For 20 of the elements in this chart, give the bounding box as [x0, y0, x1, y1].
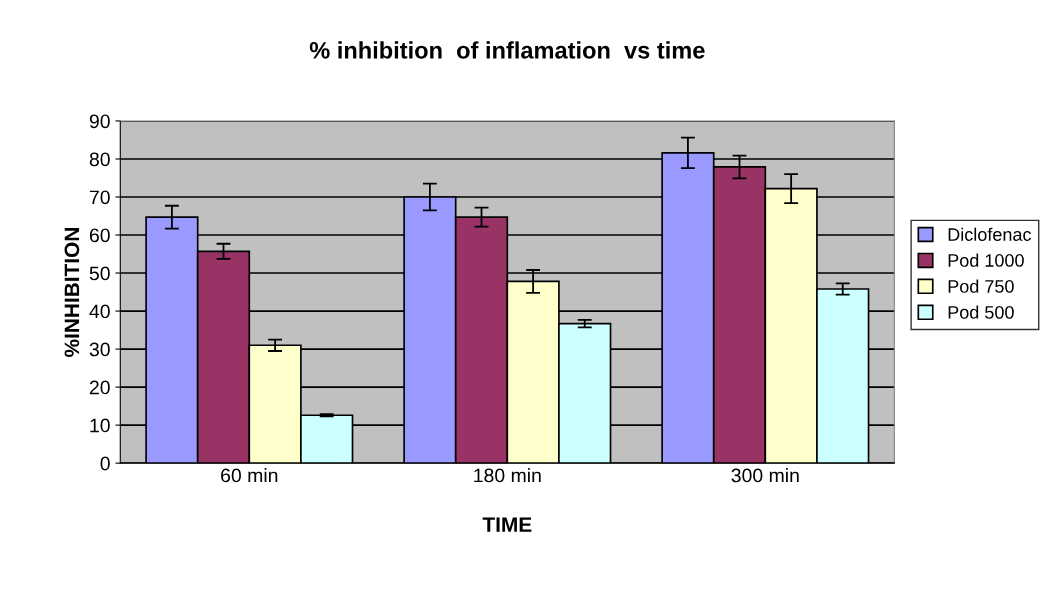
- y-tick-label: 20: [89, 380, 110, 395]
- x-tick-label: 180 min: [474, 468, 541, 483]
- chart-title: % inhibition of inflamation vs time: [309, 41, 705, 59]
- y-tick-label: 0: [100, 456, 110, 471]
- y-axis-title: %INHIBITION: [64, 228, 80, 357]
- y-tick-label: 60: [89, 228, 110, 243]
- y-tick-label: 10: [90, 418, 110, 433]
- y-tick-label: 30: [89, 342, 110, 357]
- y-tick-label: 80: [89, 152, 110, 167]
- x-axis-title: TIME: [482, 517, 532, 532]
- legend-label: Pod 500: [948, 305, 1014, 319]
- legend-label: Pod 1000: [948, 253, 1024, 267]
- y-tick-label: 90: [89, 114, 110, 129]
- y-tick-label: 50: [89, 266, 110, 281]
- x-tick-label: 60 min: [221, 468, 278, 483]
- x-tick-label: 300 min: [731, 468, 799, 483]
- legend-label: Diclofenac: [948, 227, 1032, 241]
- legend-label: Pod 750: [948, 279, 1014, 293]
- y-tick-label: 40: [89, 304, 110, 319]
- y-tick-label: 70: [89, 190, 110, 205]
